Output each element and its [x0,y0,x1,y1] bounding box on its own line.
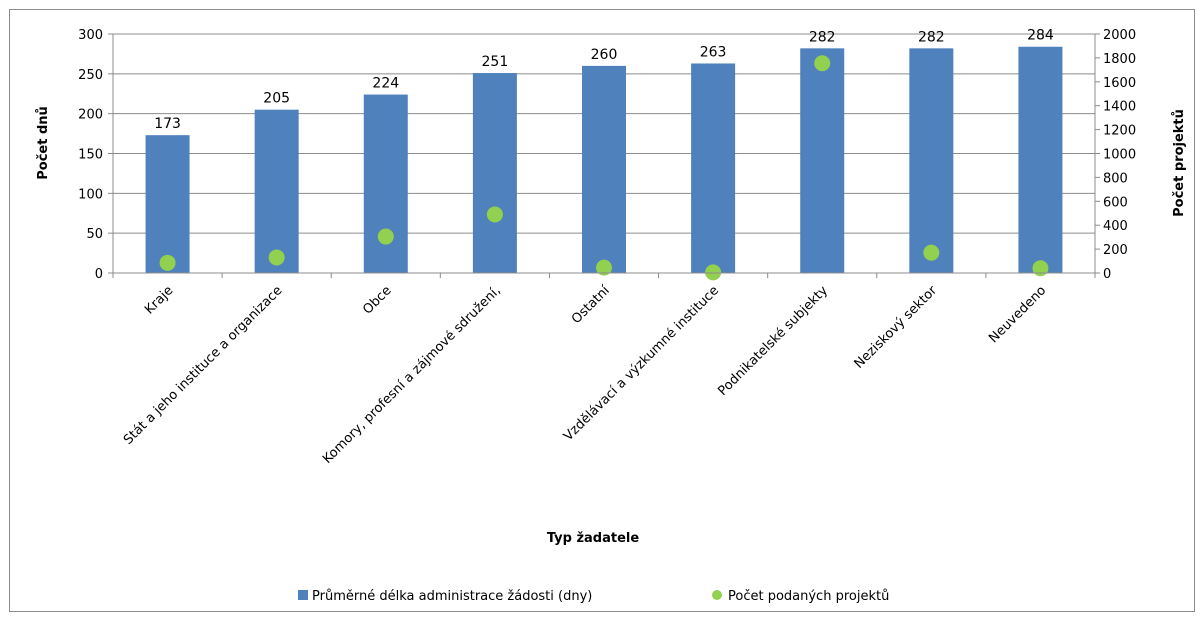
x-category-label-4: Ostatní [569,283,613,327]
point-4 [596,259,612,276]
point-8 [1032,260,1049,277]
bar-0 [145,135,190,273]
combo-chart: 173 205 224 251 260 263 282 282 284 0 50 100 150 200… [36,28,1187,604]
x-category-label-6: Podnikatelské subjekty [715,283,831,399]
y2-tick-label-5: 1000 [1103,148,1136,163]
y-axis-title: Počet dnů [36,106,51,180]
point-7 [923,244,940,261]
y-tick-label-1: 50 [86,227,103,242]
legend-swatch-points [712,590,722,600]
bar-value-label-0: 173 [154,116,181,132]
point-6 [814,55,831,72]
bar-value-label-2: 224 [372,76,399,92]
bar-value-label-8: 284 [1027,28,1054,44]
y-tick-label-5: 250 [78,68,103,83]
y2-tick-label-0: 0 [1103,267,1111,282]
bar-5 [691,63,736,273]
y-tick-label-2: 100 [78,187,103,202]
x-category-label-2: Obce [360,283,394,317]
y-tick-label-6: 300 [78,28,103,43]
bar-series [145,46,1063,274]
legend-swatch-bars [298,590,308,600]
y2-tick-label-9: 1800 [1103,52,1136,67]
x-category-label-3: Komory, profesní a zájmové sdružení, [320,283,504,467]
y2-tick-label-2: 400 [1103,219,1128,234]
bar-value-label-6: 282 [809,29,836,45]
y-tick-label-3: 150 [78,148,103,163]
bar-1 [254,109,299,273]
point-1 [268,249,285,266]
y-tick-label-4: 200 [78,108,103,123]
point-3 [486,206,503,223]
y2-tick-label-1: 200 [1103,243,1128,258]
x-category-label-7: Neziskový sektor [852,283,941,372]
point-2 [377,228,394,245]
y2-tick-label-10: 2000 [1103,28,1136,43]
y2-tick-label-3: 600 [1103,195,1128,210]
bar-value-label-7: 282 [918,29,945,45]
bar-6 [800,48,845,274]
legend-label-bars: Průměrné délka administrace žádosti (dny… [312,589,592,604]
legend-label-points: Počet podaných projektů [728,589,889,604]
y-tick-label-0: 0 [95,267,103,282]
bar-value-label-4: 260 [591,47,618,63]
x-category-label-0: Kraje [142,283,176,317]
legend: Průměrné délka administrace žádosti (dny… [298,589,889,604]
x-category-label-8: Neuvedeno [986,283,1049,346]
bar-value-label-3: 251 [482,54,509,70]
x-axis-title: Typ žadatele [547,531,640,546]
point-0 [159,254,176,271]
bar-value-label-1: 205 [263,91,290,107]
scatter-series [159,55,1049,281]
y2-tick-label-7: 1400 [1103,100,1136,115]
y2-tick-label-8: 1600 [1103,76,1136,91]
y2-tick-label-4: 800 [1103,171,1128,186]
point-5 [705,264,722,281]
y2-axis-title: Počet projektů [1172,109,1187,217]
chart-area: 173 205 224 251 260 263 282 282 284 0 50 100 150 200… [9,9,1195,612]
bar-value-label-5: 263 [700,44,727,60]
y2-tick-label-6: 1200 [1103,124,1136,139]
bar-7 [909,48,954,274]
data-labels: 173 205 224 251 260 263 282 282 284 [154,28,1054,132]
bar-3 [472,73,517,273]
bar-8 [1018,46,1063,273]
bar-4 [582,65,626,273]
bar-2 [363,94,408,274]
